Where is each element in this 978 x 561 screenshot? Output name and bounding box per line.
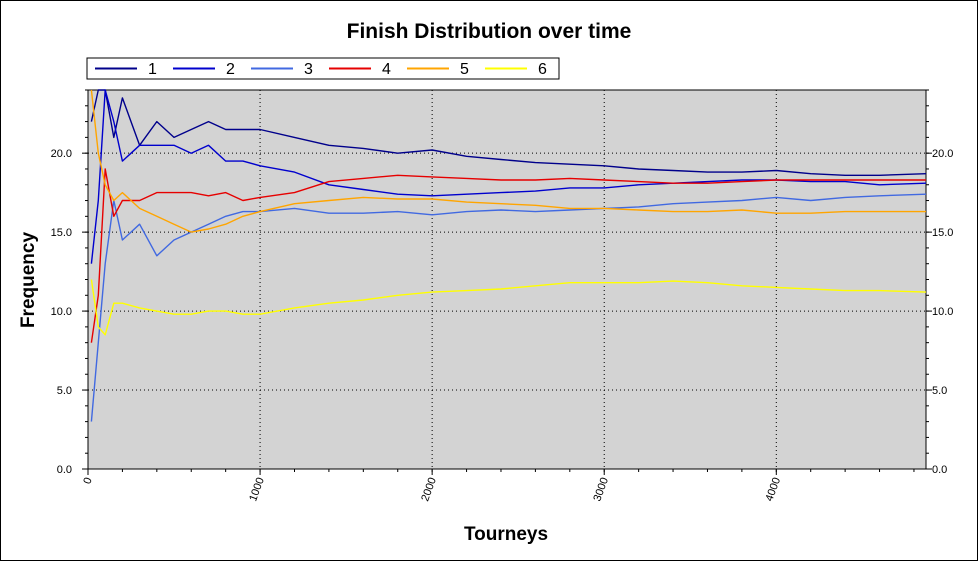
x-tick-label: 1000: [247, 476, 267, 503]
legend-label-6: 6: [538, 61, 547, 78]
chart-title: Finish Distribution over time: [347, 20, 632, 43]
series-line-6: [90, 279, 927, 336]
legend-label-2: 2: [226, 61, 235, 78]
y-tick-label-left: 10.0: [51, 306, 72, 318]
y-tick-label-right: 20.0: [932, 148, 953, 160]
y-tick-label-left: 20.0: [51, 148, 72, 160]
series-group: [90, 89, 927, 422]
x-axis-label: Tourneys: [464, 524, 548, 545]
y-tick-label-right: 5.0: [932, 385, 947, 397]
plot-area: [87, 89, 927, 470]
legend-box: [86, 57, 560, 80]
x-tick-label: 0: [81, 476, 94, 486]
series-line-2: [90, 89, 927, 264]
y-tick-label-left: 15.0: [51, 227, 72, 239]
legend: 1 2 3 4 5 6: [86, 57, 560, 80]
y-tick-label-right: 15.0: [932, 227, 953, 239]
y-axis-label: Frequency: [18, 232, 39, 329]
y-tick-label-left: 5.0: [57, 385, 72, 397]
x-tick-label: 3000: [591, 476, 611, 503]
legend-label-1: 1: [148, 61, 157, 78]
legend-label-5: 5: [460, 61, 469, 78]
legend-label-3: 3: [304, 61, 313, 78]
x-tick-label: 2000: [419, 476, 439, 503]
x-tick-label: 4000: [763, 476, 783, 503]
y-tick-label-left: 0.0: [57, 464, 72, 476]
series-line-1: [90, 89, 927, 176]
series-line-4: [90, 168, 926, 343]
y-tick-label-right: 0.0: [932, 464, 947, 476]
series-line-3: [90, 193, 927, 422]
y-tick-label-right: 10.0: [932, 306, 953, 318]
legend-label-4: 4: [382, 61, 391, 78]
series-line-5: [90, 89, 926, 233]
